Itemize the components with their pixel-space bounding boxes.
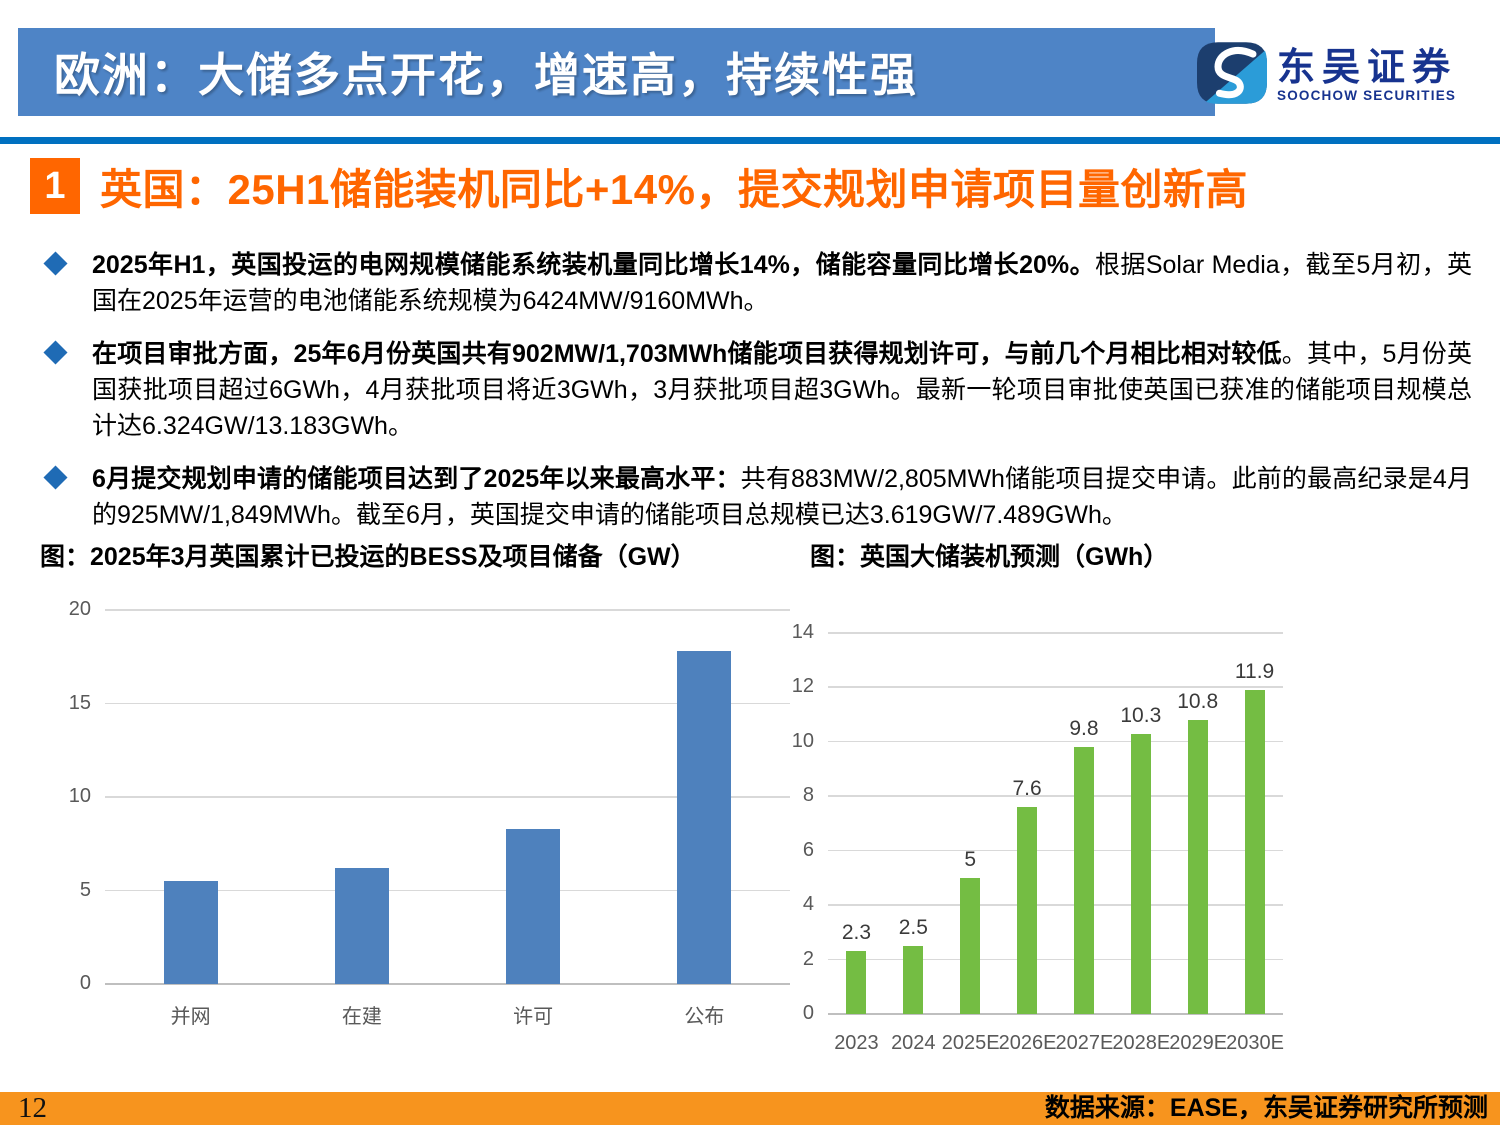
- gridline: [828, 1013, 1283, 1015]
- bar: [903, 945, 924, 1014]
- bar: [1187, 720, 1208, 1014]
- data-source-note: 数据来源：EASE，东吴证券研究所预测: [1044, 1094, 1488, 1122]
- y-axis-tick-label: 10: [68, 785, 91, 807]
- bar: [163, 881, 218, 984]
- footer-bar: 12 数据来源：EASE，东吴证券研究所预测: [0, 1092, 1500, 1125]
- bar: [1244, 690, 1265, 1014]
- bar-value-label: 10.8: [1177, 690, 1219, 714]
- gridline: [105, 889, 790, 891]
- bar: [846, 951, 867, 1014]
- x-axis-category-label: 公布: [684, 1006, 725, 1028]
- gridline: [828, 958, 1283, 961]
- bullet-regular-text: 根据Solar Media，截至5月初，英国在2025年运营的电池储能系统规模为…: [92, 251, 1472, 315]
- bar-value-label: 7.6: [1012, 777, 1042, 801]
- gridline: [828, 740, 1283, 743]
- bar: [677, 651, 732, 984]
- bar-value-label: 9.8: [1069, 717, 1099, 741]
- y-axis-tick-label: 20: [68, 598, 91, 620]
- gridline: [105, 983, 790, 985]
- page-number: 12: [18, 1092, 47, 1124]
- x-axis-category-label: 并网: [170, 1006, 211, 1028]
- gridline: [105, 702, 790, 704]
- right-chart-title: 图：英国大储装机预测（GWh）: [810, 543, 1169, 571]
- diamond-bullet-icon: [43, 251, 68, 276]
- bar: [506, 828, 561, 984]
- y-axis-tick-label: 15: [68, 691, 91, 714]
- y-axis-tick-label: 8: [802, 784, 814, 807]
- header-divider: [0, 137, 1500, 144]
- x-axis-category-label: 2026E: [998, 1032, 1057, 1054]
- x-axis-category-label: 2030E: [1226, 1032, 1284, 1054]
- y-axis-tick-label: 5: [79, 878, 91, 901]
- x-axis-category-label: 2028E: [1112, 1032, 1171, 1054]
- bar: [1073, 747, 1094, 1014]
- logo-name-cn: 东吴证券: [1277, 46, 1458, 89]
- bess-pipeline-bar-chart: 0 5 10 15 20 并网 在建 许可 公布: [60, 598, 800, 1048]
- company-logo: 东吴证券 SOOCHOW SECURITIES: [1197, 42, 1457, 109]
- bullet-item: 2025年H1，英国投运的电网规模储能系统装机量同比增长14%，储能容量同比增长…: [42, 247, 1472, 319]
- y-axis-tick-label: 0: [79, 972, 91, 994]
- bullet-bold-text: 6月提交规划申请的储能项目达到了2025年以来最高水平：: [92, 465, 741, 493]
- y-axis-tick-label: 6: [802, 838, 814, 861]
- x-axis-category-label: 2025E: [941, 1032, 1000, 1054]
- gridline: [105, 796, 790, 798]
- bar: [334, 868, 389, 984]
- gridline: [828, 849, 1283, 852]
- x-axis-category-label: 2023: [834, 1032, 879, 1054]
- y-axis-tick-label: 2: [802, 947, 814, 970]
- bar-value-label: 2.5: [898, 915, 928, 939]
- y-axis-tick-label: 14: [791, 621, 814, 643]
- bullet-item: 在项目审批方面，25年6月份英国共有902MW/1,703MWh储能项目获得规划…: [42, 336, 1472, 444]
- y-axis-tick-label: 0: [802, 1002, 814, 1024]
- soochow-logo-icon: [1197, 42, 1267, 109]
- bullet-regular-text: 。其中，5月份英国获批项目超过6GWh，4月获批项目将近3GWh，3月获批项目超…: [92, 340, 1473, 440]
- bar-value-label: 11.9: [1234, 660, 1275, 684]
- section-number-badge: 1: [30, 158, 80, 214]
- y-axis-tick-label: 12: [791, 675, 814, 698]
- bullet-list: 2025年H1，英国投运的电网规模储能系统装机量同比增长14%，储能容量同比增长…: [42, 247, 1472, 550]
- gridline: [828, 904, 1283, 906]
- bar-value-label: 2.3: [841, 921, 872, 945]
- x-axis-category-label: 2029E: [1169, 1032, 1228, 1054]
- diamond-bullet-icon: [43, 465, 68, 490]
- header-band: 欧洲：大储多点开花，增速高，持续性强: [18, 28, 1215, 116]
- bar: [1130, 733, 1151, 1014]
- installation-forecast-bar-chart: 0 2 4 6 8 10 12 14 2023 2.3 2024 2.5 2025E 5 2026E 7.6 2…: [792, 621, 1315, 1073]
- gridline: [828, 632, 1283, 634]
- logo-text: 东吴证券 SOOCHOW SECURITIES: [1277, 48, 1457, 104]
- left-chart-title: 图：2025年3月英国累计已投运的BESS及项目储备（GW）: [40, 543, 696, 571]
- x-axis-category-label: 许可: [513, 1006, 554, 1028]
- y-axis-tick-label: 10: [791, 729, 814, 752]
- bar-value-label: 5: [964, 847, 977, 871]
- x-axis-category-label: 在建: [341, 1006, 382, 1028]
- bullet-bold-text: 在项目审批方面，25年6月份英国共有902MW/1,703MWh储能项目获得规划…: [92, 340, 1282, 368]
- bullet-bold-text: 2025年H1，英国投运的电网规模储能系统装机量同比增长14%，储能容量同比增长…: [92, 251, 1095, 279]
- x-axis-category-label: 2027E: [1055, 1032, 1114, 1054]
- gridline: [105, 609, 790, 611]
- gridline: [828, 795, 1283, 797]
- diamond-bullet-icon: [43, 340, 68, 365]
- bullet-regular-text: 共有883MW/2,805MWh储能项目提交申请。此前的最高纪录是4月的925M…: [92, 465, 1472, 529]
- bar-value-label: 10.3: [1120, 703, 1162, 727]
- y-axis-tick-label: 4: [802, 893, 814, 916]
- logo-name-en: SOOCHOW SECURITIES: [1277, 87, 1457, 103]
- section-title: 英国：25H1储能装机同比+14%，提交规划申请项目量创新高: [100, 166, 1248, 213]
- bullet-item: 6月提交规划申请的储能项目达到了2025年以来最高水平：共有883MW/2,80…: [42, 461, 1472, 533]
- gridline: [828, 686, 1283, 688]
- x-axis-category-label: 2024: [891, 1032, 936, 1054]
- page-title: 欧洲：大储多点开花，增速高，持续性强: [54, 49, 918, 101]
- bar: [960, 877, 981, 1014]
- bar: [1017, 807, 1038, 1014]
